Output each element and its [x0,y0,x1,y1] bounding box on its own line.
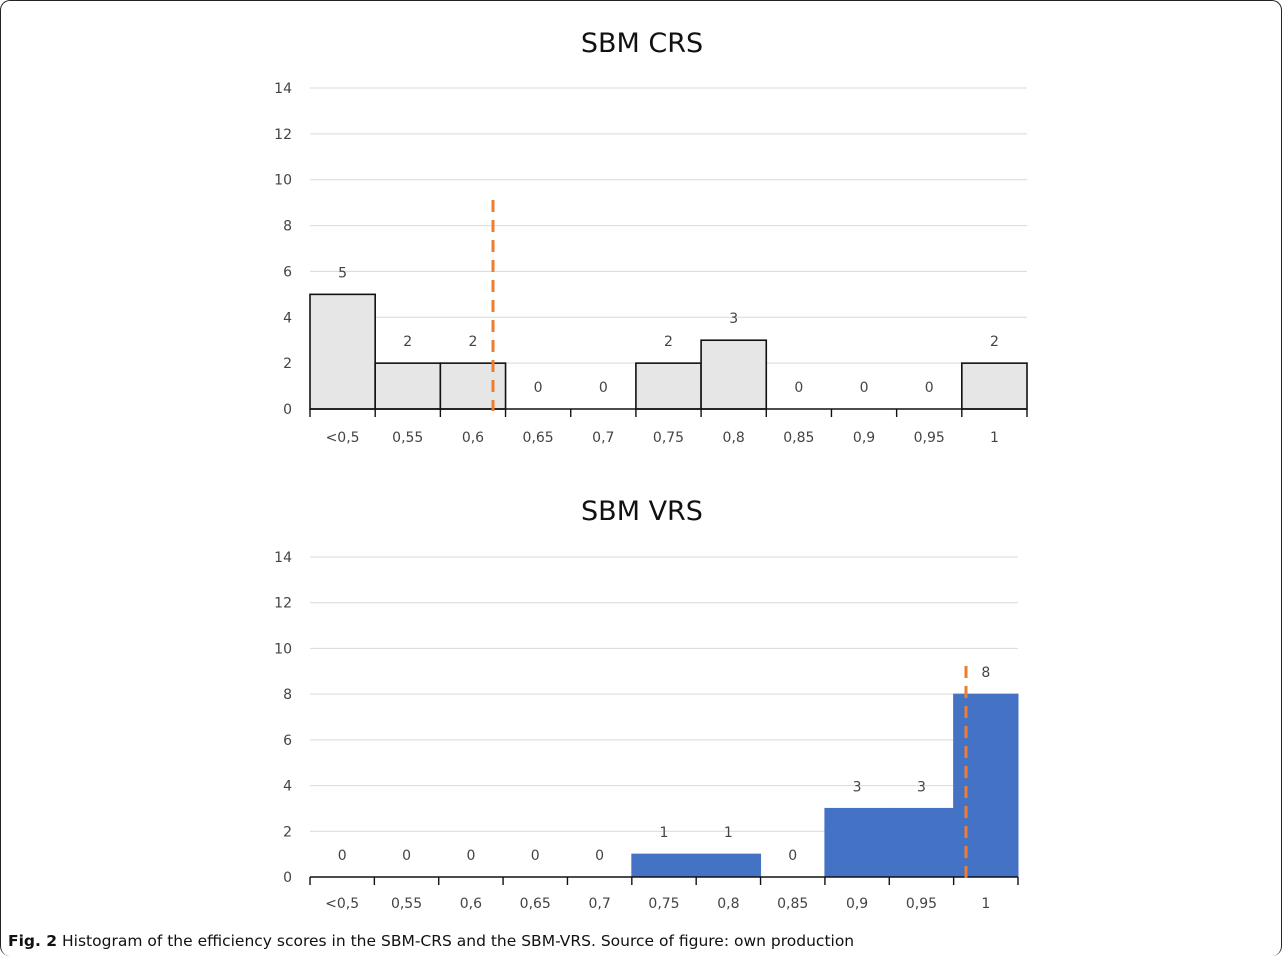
y-tick-label: 2 [283,824,292,840]
x-tick-label: 0,85 [783,430,814,446]
data-label: 0 [338,848,347,864]
x-tick-label: 0,6 [462,430,484,446]
x-tick-label: 0,7 [592,430,614,446]
data-label: 0 [599,380,608,396]
bar [635,362,702,410]
bar [374,362,442,410]
y-tick-label: 4 [283,779,292,795]
y-tick-label: 4 [283,310,292,326]
y-tick-label: 8 [283,687,292,703]
x-tick-label: 0,75 [653,430,684,446]
data-label: 0 [534,380,543,396]
data-label: 2 [468,334,477,350]
chart-title: SBM VRS [581,496,703,527]
x-tick-label: 1 [990,430,999,446]
data-label: 8 [981,665,990,681]
bar [439,362,507,410]
caption-label: Fig. 2 [8,932,58,950]
data-label: 3 [729,311,738,327]
chart-title: SBM CRS [581,28,703,59]
data-label: 3 [853,779,862,795]
x-tick-label: 0,6 [460,896,482,912]
x-tick-label: 0,8 [723,430,745,446]
x-tick-label: 1 [981,896,990,912]
x-tick-label: 0,7 [589,896,611,912]
data-label: 1 [724,825,733,841]
x-tick-label: 0,9 [846,896,868,912]
data-label: 0 [531,848,540,864]
data-label: 2 [990,334,999,350]
data-label: 0 [788,848,797,864]
x-tick-label: <0,5 [326,430,360,446]
bar [631,853,697,878]
y-tick-label: 8 [283,219,292,235]
data-label: 0 [925,380,934,396]
data-label: 0 [402,848,411,864]
bar [888,807,955,878]
data-label: 0 [860,380,869,396]
data-label: 0 [595,848,604,864]
y-tick-label: 6 [283,264,292,280]
x-tick-label: 0,95 [914,430,945,446]
bar [824,807,890,878]
data-label: 0 [794,380,803,396]
y-tick-label: 2 [283,356,292,372]
y-tick-label: 10 [274,641,292,657]
y-tick-label: 10 [274,173,292,189]
x-tick-label: 0,65 [520,896,551,912]
x-tick-label: 0,85 [777,896,808,912]
data-label: 2 [403,334,412,350]
y-tick-label: 14 [274,550,292,566]
bar [309,293,376,410]
data-label: 2 [664,334,673,350]
y-tick-label: 6 [283,733,292,749]
x-tick-label: 0,95 [906,896,937,912]
figure-caption: Fig. 2 Histogram of the efficiency score… [8,932,854,950]
y-tick-label: 14 [274,81,292,97]
x-tick-label: 0,75 [648,896,679,912]
bar [695,853,762,878]
y-tick-label: 12 [274,127,292,143]
x-tick-label: <0,5 [325,896,359,912]
x-tick-label: 0,55 [392,430,423,446]
data-label: 1 [660,825,669,841]
bar [700,339,768,410]
bar [961,362,1028,410]
bar [953,693,1019,878]
y-tick-label: 12 [274,596,292,612]
x-tick-label: 0,55 [391,896,422,912]
x-tick-label: 0,65 [523,430,554,446]
y-tick-label: 0 [283,870,292,886]
y-tick-label: 0 [283,402,292,418]
data-label: 5 [338,265,347,281]
caption-text: Histogram of the efficiency scores in th… [57,932,855,950]
x-tick-label: 0,8 [717,896,739,912]
data-label: 3 [917,779,926,795]
x-tick-label: 0,9 [853,430,875,446]
data-label: 0 [466,848,475,864]
